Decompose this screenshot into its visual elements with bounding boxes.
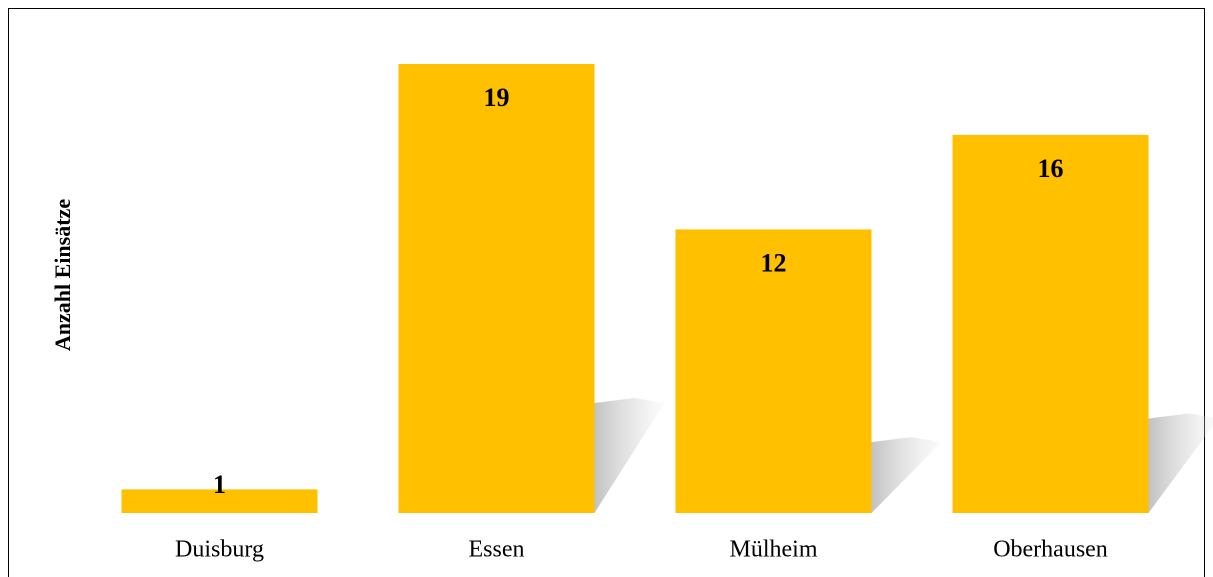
bar [952, 134, 1149, 514]
value-label: 12 [761, 248, 787, 277]
x-tick-label: Oberhausen [993, 537, 1108, 563]
bar-shadow [871, 437, 942, 513]
bar-shadow [1148, 413, 1213, 513]
frame [8, 8, 1205, 577]
x-tick-label: Duisburg [175, 537, 264, 563]
bar [398, 64, 595, 513]
bar-shadow [594, 398, 665, 513]
value-label: 1 [213, 470, 226, 499]
value-label: 16 [1038, 154, 1064, 183]
bar [121, 489, 318, 513]
y-axis-label: Anzahl Einsätze [50, 199, 75, 351]
x-tick-label: Mülheim [730, 537, 818, 563]
bar [675, 229, 872, 513]
value-label: 19 [484, 83, 510, 112]
x-tick-label: Essen [469, 537, 525, 563]
